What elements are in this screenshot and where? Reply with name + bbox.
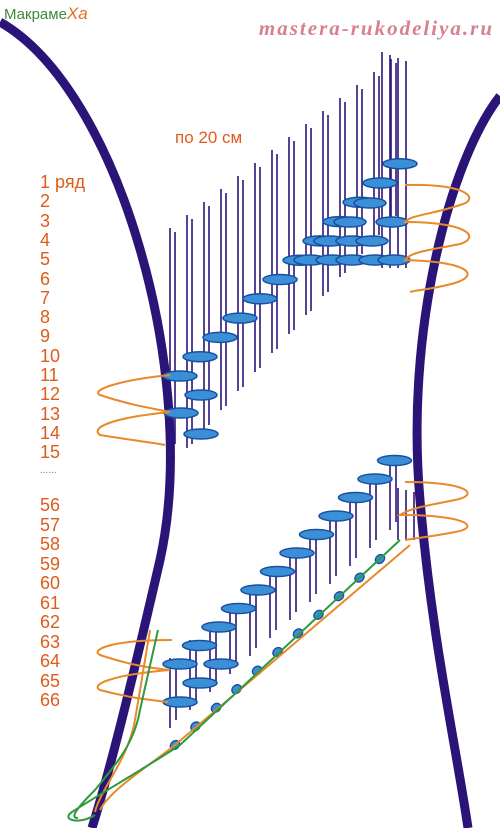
square-knot [298, 528, 335, 541]
square-knot [240, 584, 276, 596]
top-cords-group [169, 52, 407, 448]
square-knot [375, 216, 409, 228]
working-threads-top [96, 183, 471, 446]
row-label-bottom: 66 [40, 690, 61, 710]
square-knot [183, 428, 219, 440]
square-knot [220, 602, 257, 615]
row-label-bottom: 60 [40, 573, 61, 593]
square-knot [242, 293, 278, 305]
row-label-top: 2 [40, 191, 51, 212]
square-knot [355, 235, 389, 247]
site-url: mastera-rukodeliya.ru [258, 16, 494, 40]
finishing-cord-green-2 [73, 629, 159, 819]
row-label-top: 5 [40, 249, 51, 270]
square-knot [222, 312, 258, 324]
working-thread-right-2 [396, 481, 469, 541]
finishing-cord-orange [94, 629, 151, 813]
square-knot [357, 473, 393, 485]
working-thread-left-1 [96, 374, 171, 446]
square-knot [203, 658, 239, 670]
row-label-top: 14 [40, 422, 61, 443]
square-knot [201, 621, 237, 633]
row-label-top: 8 [40, 307, 51, 328]
row-label-bottom: 61 [40, 592, 61, 613]
row-label-bottom: 57 [40, 514, 61, 535]
row-label-top: 12 [40, 384, 61, 405]
square-knot [182, 350, 218, 363]
working-thread-left-2 [96, 639, 173, 703]
diagonal-orange-thread [99, 544, 411, 811]
right-frame-arc [412, 93, 500, 828]
diagonal-bead-knot [272, 646, 283, 658]
square-knot [202, 331, 238, 344]
square-knot [162, 696, 198, 708]
square-knot [333, 216, 367, 228]
working-threads-bottom [94, 481, 469, 813]
square-knot [382, 157, 418, 170]
working-thread-right-1 [403, 183, 471, 293]
square-knot [353, 197, 387, 209]
square-knot [162, 658, 198, 670]
square-knot [259, 565, 296, 578]
row-label-bottom: 63 [40, 631, 61, 652]
bottom-knots-group [162, 454, 413, 751]
row-label-bottom: 64 [40, 651, 61, 671]
row-label-top: 15 [40, 442, 61, 463]
row-label-top: 9 [40, 326, 51, 347]
logo-main-text: Макраме [4, 6, 67, 23]
cord-length-label: по 20 см [175, 128, 243, 147]
row-label-bottom: 65 [40, 670, 61, 691]
row-label-bottom: 56 [40, 495, 61, 515]
square-knot [181, 639, 218, 652]
row-label-bottom: 62 [40, 612, 61, 632]
row-ellipsis: ...... [40, 465, 57, 476]
square-knot [184, 389, 218, 401]
logo-accent-text: Ха [66, 4, 88, 23]
row-label-top: 11 [40, 365, 59, 385]
row-label-bottom: 59 [40, 553, 61, 574]
site-logo: МакрамеХа [4, 4, 88, 24]
left-frame-arc [0, 18, 175, 828]
square-knot [318, 510, 354, 522]
square-knot [182, 677, 218, 689]
square-knot [262, 273, 298, 286]
square-knot [337, 491, 374, 504]
square-knot [362, 177, 398, 189]
finishing-threads-green [67, 539, 401, 822]
finishing-cord-green-1 [67, 539, 401, 822]
row-label-top: 4 [40, 229, 51, 250]
row-label-top: 6 [40, 268, 51, 289]
row-label-bottom: 58 [40, 534, 61, 554]
square-knot [376, 454, 413, 467]
row-label-top: 1 ряд [40, 172, 86, 192]
row-label-top: 10 [40, 345, 61, 366]
row-label-top: 13 [40, 403, 61, 424]
top-knots-group [162, 157, 418, 440]
square-knot [279, 547, 315, 559]
row-label-top: 3 [40, 210, 51, 231]
row-label-top: 7 [40, 287, 51, 308]
